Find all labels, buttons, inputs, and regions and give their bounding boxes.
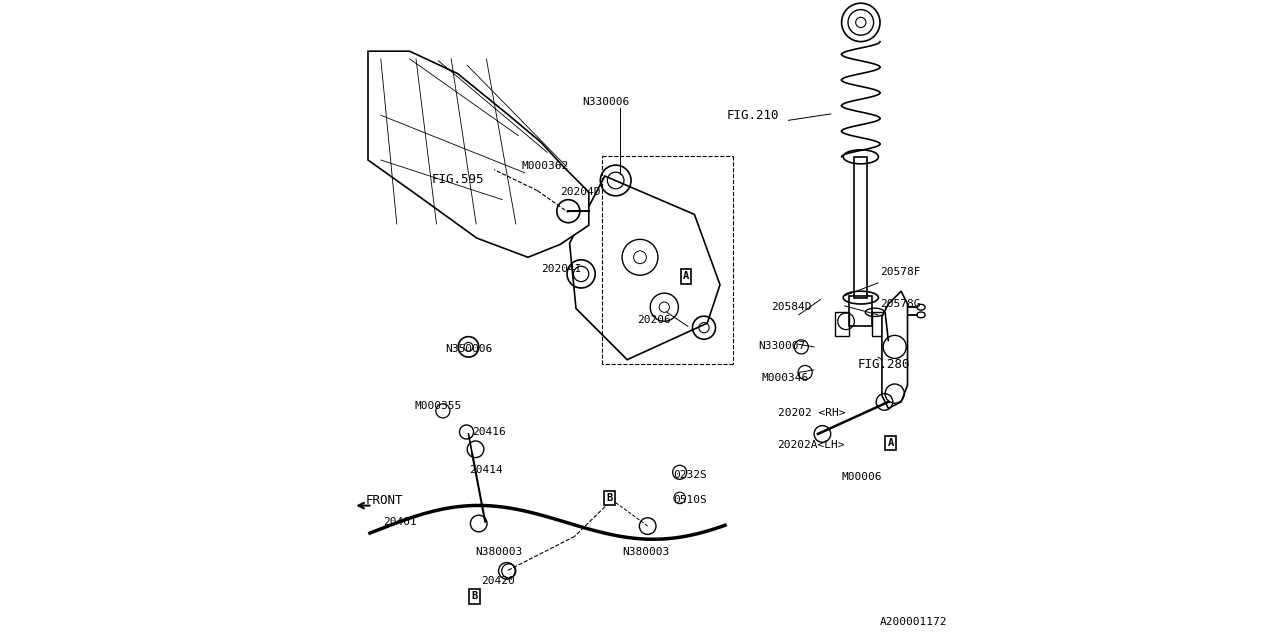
Bar xyxy=(855,157,868,298)
Polygon shape xyxy=(882,291,908,408)
Bar xyxy=(850,296,873,326)
Text: B: B xyxy=(472,591,477,602)
Text: 20206: 20206 xyxy=(637,315,671,325)
Text: 20202A<LH>: 20202A<LH> xyxy=(777,440,845,450)
Text: B: B xyxy=(607,493,612,503)
Text: 0232S: 0232S xyxy=(673,470,707,480)
Text: 20420: 20420 xyxy=(481,576,515,586)
Text: N350006: N350006 xyxy=(445,344,492,354)
Text: FIG.210: FIG.210 xyxy=(727,109,780,122)
Text: 20401: 20401 xyxy=(383,516,416,527)
Text: 20202 <RH>: 20202 <RH> xyxy=(777,408,845,418)
Text: M00006: M00006 xyxy=(842,472,882,482)
Text: 20414: 20414 xyxy=(470,465,503,476)
Text: 20204I: 20204I xyxy=(540,264,581,274)
Polygon shape xyxy=(570,176,719,360)
Text: A: A xyxy=(888,438,893,448)
Text: 0510S: 0510S xyxy=(673,495,707,506)
Text: N380003: N380003 xyxy=(622,547,669,557)
Text: A200001172: A200001172 xyxy=(879,617,947,627)
Bar xyxy=(835,312,850,336)
Text: N330006: N330006 xyxy=(582,97,630,108)
Text: FIG.595: FIG.595 xyxy=(433,173,485,186)
Text: 20204D: 20204D xyxy=(561,187,600,197)
Polygon shape xyxy=(369,51,589,257)
Text: 20584D: 20584D xyxy=(771,302,812,312)
Text: 20416: 20416 xyxy=(472,427,506,437)
Text: N380003: N380003 xyxy=(475,547,522,557)
Text: 20578G: 20578G xyxy=(881,299,920,309)
Text: M000362: M000362 xyxy=(522,161,568,172)
Bar xyxy=(873,312,886,336)
Text: M000355: M000355 xyxy=(415,401,462,412)
Text: N330007: N330007 xyxy=(759,340,805,351)
Text: A: A xyxy=(684,271,689,282)
Text: FIG.280: FIG.280 xyxy=(858,358,910,371)
Text: 20578F: 20578F xyxy=(881,267,920,277)
Text: FRONT: FRONT xyxy=(366,494,403,507)
Text: M000346: M000346 xyxy=(762,372,809,383)
